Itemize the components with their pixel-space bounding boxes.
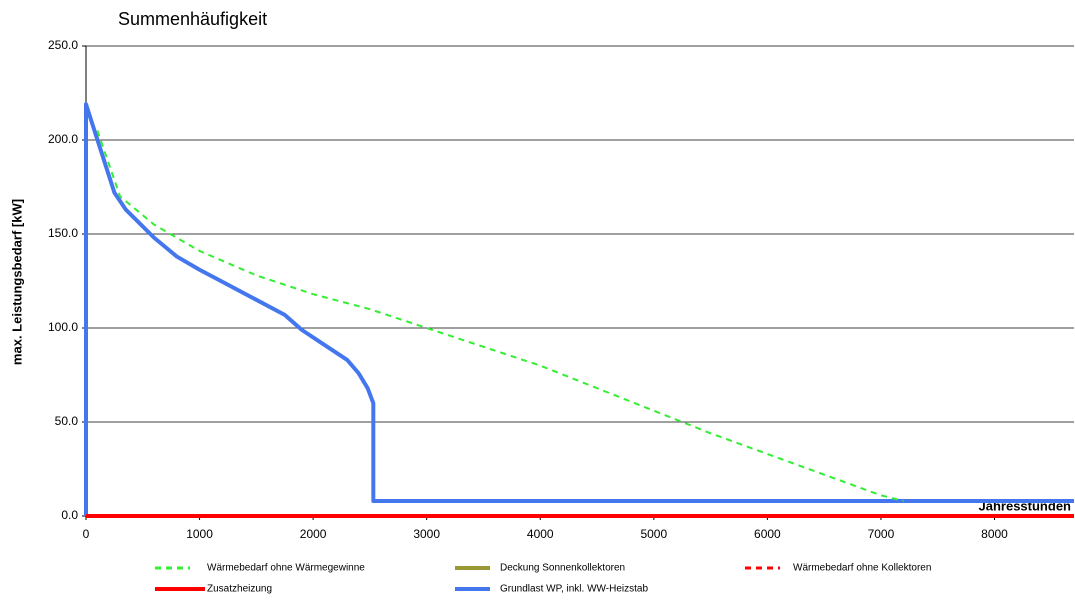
x-tick-label: 6000 [754, 527, 781, 541]
series-line [96, 130, 904, 502]
chart-title: Summenhäufigkeit [118, 9, 267, 29]
x-tick-label: 0 [83, 527, 90, 541]
x-tick-label: 5000 [640, 527, 667, 541]
x-tick-label: 1000 [186, 527, 213, 541]
x-tick-label: 8000 [981, 527, 1008, 541]
y-tick-label: 100.0 [48, 320, 78, 334]
y-tick-label: 250.0 [48, 38, 78, 52]
y-tick-label: 150.0 [48, 226, 78, 240]
x-tick-label: 7000 [868, 527, 895, 541]
legend-label: Wärmebedarf ohne Wärmegewinne [207, 563, 365, 574]
series-line [84, 102, 1074, 516]
x-tick-label: 2000 [300, 527, 327, 541]
y-tick-label: 50.0 [55, 414, 79, 428]
x-tick-label: 3000 [413, 527, 440, 541]
legend-label: Wärmebedarf ohne Kollektoren [793, 563, 931, 574]
y-tick-label: 200.0 [48, 132, 78, 146]
y-tick-label: 0.0 [61, 508, 78, 522]
legend-label: Grundlast WP, inkl. WW-Heizstab [500, 584, 648, 595]
x-tick-label: 4000 [527, 527, 554, 541]
legend-label: Deckung Sonnenkollektoren [500, 563, 625, 574]
legend-label: Zusatzheizung [207, 584, 272, 595]
y-axis-label: max. Leistungsbedarf [kW] [9, 199, 24, 365]
